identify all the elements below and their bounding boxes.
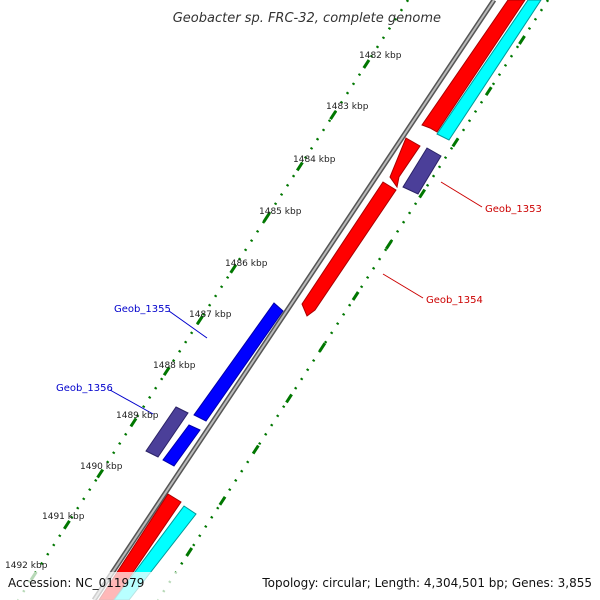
tick-label: 1483 kbp <box>326 102 369 112</box>
tick-label: 1492 kbp <box>5 561 48 571</box>
tick-label: 1484 kbp <box>293 155 336 165</box>
outer-major-tick <box>129 417 138 428</box>
inner-major-tick <box>451 137 460 148</box>
inner-major-tick <box>251 444 260 455</box>
footer-background <box>0 572 600 600</box>
inner-major-tick <box>518 35 526 45</box>
tick-label: 1485 kbp <box>259 207 302 217</box>
inner-major-tick <box>285 393 293 404</box>
geob-1356-gene <box>145 406 189 458</box>
gene-label-geob-1356: Geob_1356 <box>56 383 113 394</box>
genome-summary-text: Topology: circular; Length: 4,304,501 bp… <box>261 576 592 590</box>
inner-major-tick <box>385 239 393 250</box>
tick-label: 1487 kbp <box>189 310 232 320</box>
outer-major-tick <box>295 161 304 172</box>
geob-1353-cds <box>389 137 421 189</box>
inner-major-tick <box>351 291 360 301</box>
forward-gene-upper <box>436 0 542 141</box>
outer-major-tick <box>63 519 71 530</box>
inner-major-tick <box>318 342 327 353</box>
outer-major-tick <box>329 110 337 121</box>
geob-1356-leader <box>109 389 154 415</box>
gene-label-geob-1354: Geob_1354 <box>426 295 483 306</box>
tick-label: 1482 kbp <box>359 51 402 61</box>
forward-cds-upper <box>421 0 526 133</box>
inner-major-tick <box>185 547 194 557</box>
outer-major-tick <box>162 366 171 377</box>
gene-label-geob-1353: Geob_1353 <box>485 204 542 215</box>
tick-label: 1488 kbp <box>153 361 196 371</box>
outer-major-tick <box>196 315 204 325</box>
tick-label: 1489 kbp <box>116 411 159 421</box>
geob-1353-gene <box>402 147 442 195</box>
inner-major-tick <box>484 86 493 97</box>
accession-text: Accession: NC_011979 <box>8 576 144 590</box>
geob-1353-leader <box>440 181 483 208</box>
outer-major-tick <box>96 468 105 479</box>
tick-label: 1486 kbp <box>225 259 268 269</box>
outer-major-tick <box>229 263 238 274</box>
inner-major-tick <box>218 495 227 506</box>
tick-marks <box>29 35 526 581</box>
outer-tick-track <box>16 0 410 600</box>
tick-label: 1490 kbp <box>80 462 123 472</box>
geob-1355-cds <box>193 302 284 422</box>
geob-1354-leader <box>382 273 424 299</box>
inner-major-tick <box>418 188 427 199</box>
gene-label-geob-1355: Geob_1355 <box>114 304 171 315</box>
tick-label: 1491 kbp <box>42 512 85 522</box>
genome-backbone-highlight <box>93 0 495 600</box>
geob-1354-cds <box>301 181 397 317</box>
geob-1355-leader <box>168 310 208 339</box>
geob-1356-cds <box>162 424 201 467</box>
map-title: Geobacter sp. FRC-32, complete genome <box>173 11 441 26</box>
outer-major-tick <box>362 59 371 69</box>
outer-major-tick <box>262 212 271 223</box>
